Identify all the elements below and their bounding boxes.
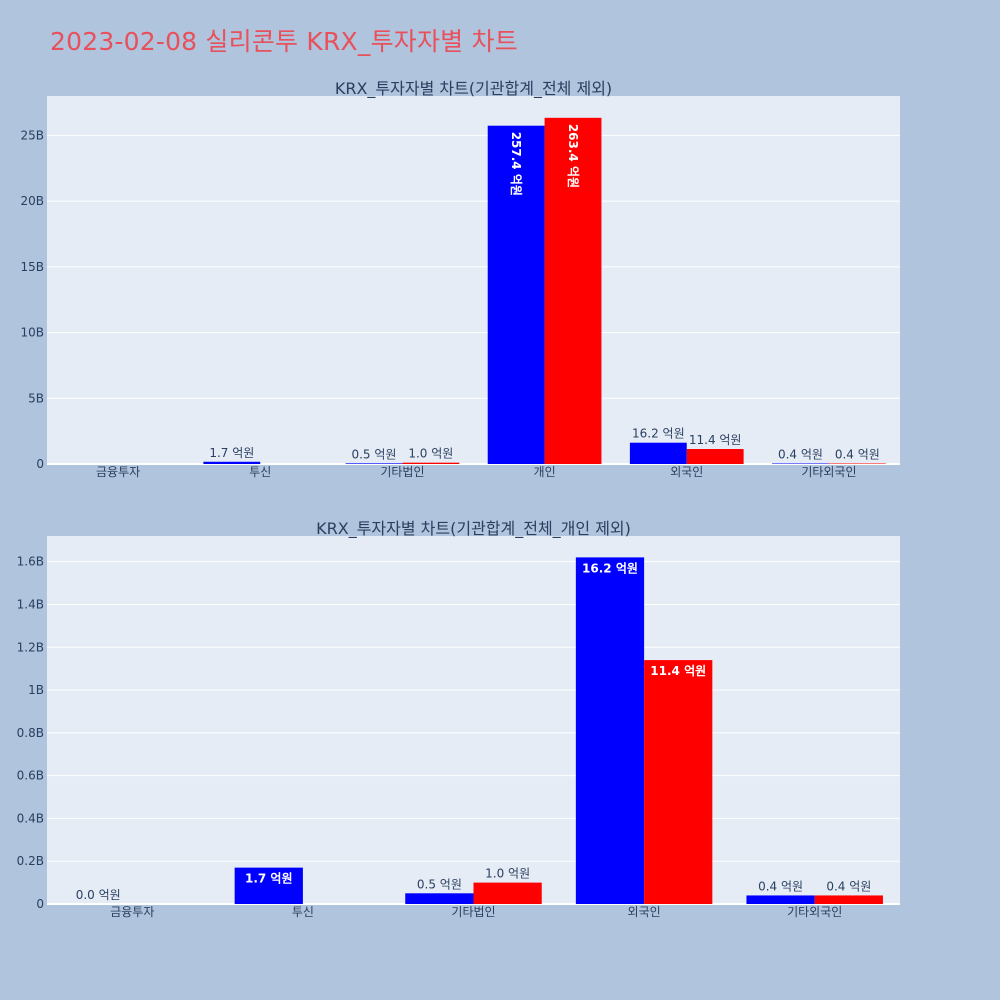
y-tick-label: 1B (28, 683, 44, 697)
bar-series-0-1 (203, 461, 261, 464)
bar-series-1-3 (644, 660, 713, 904)
y-tick-label: 0 (36, 457, 44, 471)
data-label: 1.0 억원 (485, 867, 530, 881)
y-tick-label: 15B (20, 260, 44, 274)
chart-krx-investor-excl-institution-individual: 0 0.2B 0.4B 0.6B 0.8B 1B 1.2B 1.4B 1.6B KRX_투자자별 … (17, 519, 900, 919)
bar-series-0-2 (405, 893, 474, 904)
y-tick-label: 20B (20, 194, 44, 208)
y-tick-label: 10B (20, 326, 44, 340)
data-label: 11.4 억원 (650, 664, 706, 678)
data-label: 11.4 억원 (689, 433, 742, 447)
data-label: 257.4 억원 (509, 132, 523, 196)
bar-series-0-5 (772, 463, 829, 464)
x-tick-label: 기타외국인 (801, 465, 856, 479)
y-tick-label: 0.8B (17, 726, 44, 740)
data-label: 0.5 억원 (417, 877, 462, 891)
page-title: 2023-02-08 실리콘투 KRX_투자자별 차트 (50, 27, 518, 56)
x-tick-label: 기타법인 (451, 905, 495, 919)
x-tick-label: 금융투자 (110, 905, 154, 919)
bar-series-0-4 (629, 442, 687, 464)
data-label: 263.4 억원 (566, 124, 580, 188)
bar-series-0-3 (575, 557, 645, 904)
data-label: 0.4 억원 (826, 879, 871, 893)
x-tick-label: 외국인 (628, 905, 661, 919)
data-label: 0.4 억원 (835, 447, 880, 461)
x-tick-label: 기타외국인 (787, 905, 842, 919)
bar-series-0-1 (234, 867, 303, 904)
data-label: 0.4 억원 (758, 879, 803, 893)
bar-series-0-4 (746, 895, 815, 904)
chart-title: KRX_투자자별 차트(기관합계_전체 제외) (335, 79, 612, 99)
data-label: 0.0 억원 (76, 888, 121, 902)
y-tick-label: 1.4B (17, 597, 44, 611)
bar-series-0-3 (487, 125, 545, 465)
x-tick-label: 투신 (292, 905, 314, 919)
x-tick-label: 외국인 (670, 465, 703, 479)
x-tick-label: 개인 (534, 465, 556, 479)
y-tick-label: 1.6B (17, 555, 44, 569)
y-tick-label: 0 (36, 897, 44, 911)
y-tick-label: 1.2B (17, 640, 44, 654)
plot-area (47, 536, 900, 904)
x-tick-label: 금융투자 (96, 465, 140, 479)
bar-series-1-5 (828, 463, 886, 464)
y-tick-label: 0.4B (17, 811, 44, 825)
data-label: 0.5 억원 (351, 447, 396, 461)
x-tick-label: 투신 (249, 465, 271, 479)
y-tick-label: 0.6B (17, 769, 44, 783)
bar-series-1-4 (686, 449, 744, 464)
data-label: 0.4 억원 (778, 447, 823, 461)
data-label: 1.7 억원 (245, 872, 293, 886)
data-label: 16.2 억원 (582, 561, 638, 575)
bar-series-1-3 (544, 117, 602, 465)
y-tick-label: 5B (28, 391, 44, 405)
bar-series-1-4 (814, 895, 883, 904)
y-tick-label: 25B (20, 128, 44, 142)
plot-area (47, 96, 900, 464)
bar-series-1-2 (402, 462, 460, 464)
x-tick-label: 기타법인 (380, 465, 424, 479)
bar-series-1-2 (473, 882, 542, 904)
y-tick-label: 0.2B (17, 854, 44, 868)
data-label: 16.2 억원 (632, 427, 685, 441)
chart-title: KRX_투자자별 차트(기관합계_전체_개인 제외) (316, 519, 631, 539)
data-label: 1.0 억원 (408, 447, 453, 461)
chart-krx-investor-excl-institution: 0 5B 10B 15B 20B 25B KRX_투자자별 차트(기관합계_전체 제외) 금융… (20, 79, 900, 479)
data-label: 1.7 억원 (209, 446, 254, 460)
bar-series-0-2 (345, 463, 403, 464)
